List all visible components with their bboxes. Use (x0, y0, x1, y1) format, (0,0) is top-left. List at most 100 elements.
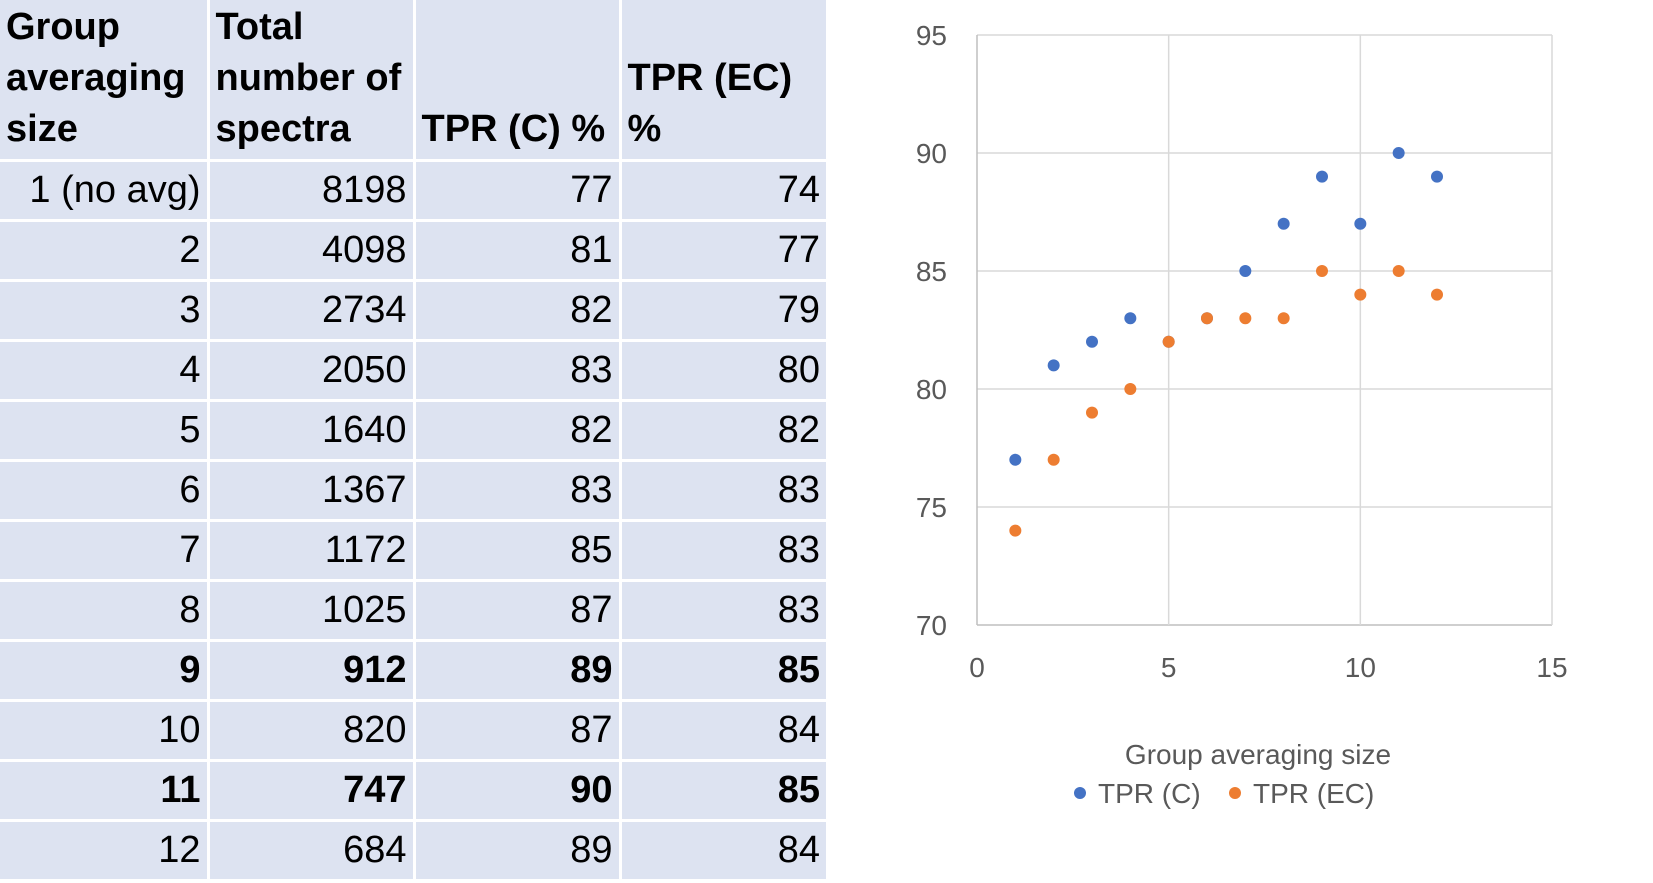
point-tpr-ec (1277, 312, 1290, 325)
tpr-scatter-chart: 70 75 80 85 90 95 0 5 10 15 Group averaging size… (916, 20, 1568, 809)
table-cell: 74 (620, 160, 826, 222)
table-cell: 85 (620, 760, 826, 822)
table-cell: 77 (414, 160, 622, 222)
table-cell: 89 (414, 640, 622, 702)
table-cell: 83 (620, 580, 826, 642)
table-cell: 83 (414, 460, 622, 522)
point-tpr-c (1277, 217, 1290, 230)
table-row: 10 820 87 84 (0, 700, 826, 762)
table-cell: 9 (0, 640, 210, 702)
x-axis-tick-labels: 0 5 10 15 (969, 652, 1567, 683)
point-tpr-ec (1124, 383, 1137, 395)
legend-marker (1074, 787, 1086, 799)
table-row: 9 912 89 85 (0, 640, 826, 702)
table-cell: 85 (620, 640, 826, 702)
table-cell: 8 (0, 580, 210, 642)
table-row: 1 (no avg) 8198 77 74 (0, 160, 826, 222)
table-row: 8 1025 87 83 (0, 580, 826, 642)
point-tpr-ec (1086, 406, 1098, 419)
point-tpr-ec (1009, 524, 1022, 537)
point-tpr-ec (1392, 265, 1405, 277)
header-total-number-of-spectra: Total number of spectra (208, 0, 416, 162)
legend-marker (1229, 787, 1241, 799)
y-tick-label: 85 (916, 256, 947, 287)
table-cell: 82 (414, 400, 622, 462)
table-row: 11 747 90 85 (0, 760, 826, 822)
table-row: 6 1367 83 83 (0, 460, 826, 522)
header-tpr-ec: TPR (EC) % (620, 0, 826, 162)
y-axis-tick-labels: 70 75 80 85 90 95 (916, 20, 947, 641)
table-cell: 8198 (208, 160, 416, 222)
table-row: 7 1172 85 83 (0, 520, 826, 582)
table-cell: 747 (208, 760, 416, 822)
table-cell: 7 (0, 520, 210, 582)
table-cell: 82 (620, 400, 826, 462)
y-tick-label: 75 (916, 492, 947, 523)
table-cell: 2 (0, 220, 210, 282)
table-header-row: Group averaging size Total number of spe… (0, 0, 826, 162)
y-tick-label: 95 (916, 20, 947, 51)
table-row: 3 2734 82 79 (0, 280, 826, 342)
table-cell: 12 (0, 820, 210, 882)
table-cell: 820 (208, 700, 416, 762)
point-tpr-ec (1431, 288, 1443, 301)
table-cell: 82 (414, 280, 622, 342)
table-cell: 90 (414, 760, 622, 822)
y-tick-label: 80 (916, 374, 947, 405)
point-tpr-c (1316, 170, 1328, 183)
x-tick-label: 5 (1161, 652, 1177, 683)
table-cell: 1367 (208, 460, 416, 522)
table-cell: 3 (0, 280, 210, 342)
table-cell: 10 (0, 700, 210, 762)
point-tpr-ec (1047, 453, 1060, 466)
table-cell: 83 (620, 520, 826, 582)
table-row: 4 2050 83 80 (0, 340, 826, 402)
x-tick-label: 15 (1536, 652, 1567, 683)
point-tpr-ec (1239, 312, 1252, 325)
table-cell: 684 (208, 820, 416, 882)
y-tick-label: 70 (916, 610, 947, 641)
legend-label: TPR (EC) (1253, 778, 1374, 809)
table-cell: 4098 (208, 220, 416, 282)
table-cell: 87 (414, 580, 622, 642)
table-cell: 2734 (208, 280, 416, 342)
point-tpr-c (1086, 335, 1098, 348)
table-cell: 84 (620, 820, 826, 882)
point-tpr-c (1124, 312, 1137, 325)
point-tpr-ec (1316, 265, 1328, 277)
point-tpr-c (1009, 453, 1022, 466)
table-row: 12 684 89 84 (0, 820, 826, 882)
table-row: 5 1640 82 82 (0, 400, 826, 462)
tpr-table: Group averaging size Total number of spe… (0, 0, 826, 882)
table-cell: 6 (0, 460, 210, 522)
table-cell: 912 (208, 640, 416, 702)
table-cell: 1025 (208, 580, 416, 642)
table-cell: 85 (414, 520, 622, 582)
table-row: 2 4098 81 77 (0, 220, 826, 282)
table-cell: 84 (620, 700, 826, 762)
table-cell: 1640 (208, 400, 416, 462)
legend-label: TPR (C) (1098, 778, 1201, 809)
point-tpr-c (1239, 265, 1252, 277)
point-tpr-c (1392, 147, 1405, 159)
header-group-averaging-size: Group averaging size (0, 0, 210, 162)
table-cell: 77 (620, 220, 826, 282)
chart-legend: TPR (C) TPR (EC) (1074, 778, 1374, 809)
table-cell: 87 (414, 700, 622, 762)
x-tick-label: 10 (1345, 652, 1376, 683)
table-cell: 89 (414, 820, 622, 882)
chart-gridlines (976, 34, 1553, 626)
table-cell: 11 (0, 760, 210, 822)
table-cell: 4 (0, 340, 210, 402)
point-tpr-c (1354, 217, 1367, 230)
table-cell: 2050 (208, 340, 416, 402)
table-cell: 83 (620, 460, 826, 522)
table-cell: 79 (620, 280, 826, 342)
table-cell: 81 (414, 220, 622, 282)
x-axis-label: Group averaging size (1125, 739, 1391, 770)
point-tpr-c (1047, 359, 1060, 372)
x-tick-label: 0 (969, 652, 985, 683)
table-cell: 80 (620, 340, 826, 402)
point-tpr-ec (1201, 312, 1213, 325)
table-cell: 1172 (208, 520, 416, 582)
